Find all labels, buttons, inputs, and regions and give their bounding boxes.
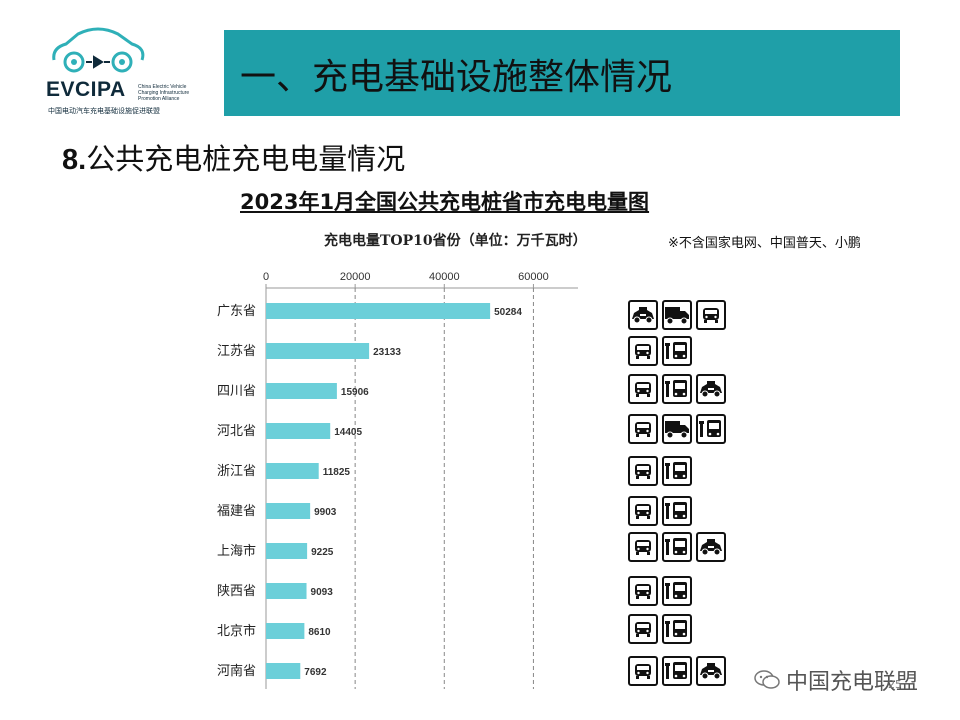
car-icon	[628, 576, 658, 606]
data-label: 14405	[334, 427, 362, 438]
data-label: 11825	[323, 467, 351, 478]
x-tick-label: 40000	[429, 271, 460, 283]
logo-chinese-name: 中国电动汽车充电基础设施促进联盟	[48, 107, 160, 115]
category-label: 北京市	[217, 623, 256, 639]
icon-row	[628, 532, 726, 562]
data-label: 7692	[304, 667, 327, 678]
icon-row	[628, 656, 726, 686]
icon-row	[628, 300, 726, 330]
data-label: 9903	[314, 507, 337, 518]
bar	[266, 663, 301, 679]
bar	[266, 343, 370, 359]
logo-car-icon	[52, 27, 145, 73]
data-label: 15906	[341, 387, 369, 398]
truck-icon	[662, 300, 692, 330]
data-label: 50284	[494, 307, 522, 318]
car-icon	[628, 374, 658, 404]
bar	[266, 303, 491, 319]
taxi-icon	[628, 300, 658, 330]
car-icon	[628, 336, 658, 366]
car-icon	[628, 456, 658, 486]
bar	[266, 383, 337, 399]
bar	[266, 583, 307, 599]
car-icon	[628, 496, 658, 526]
bus-icon	[662, 456, 692, 486]
bus-icon	[662, 614, 692, 644]
data-label: 8610	[308, 627, 331, 638]
logo-wordmark: EVCIPA	[46, 78, 126, 101]
bar	[266, 503, 311, 519]
taxi-icon	[696, 532, 726, 562]
category-label: 四川省	[217, 384, 256, 399]
x-tick-label: 20000	[340, 271, 371, 283]
x-tick-label: 0	[263, 271, 269, 283]
chart-title: 2023年1月全国公共充电桩省市充电电量图	[240, 190, 650, 214]
truck-icon	[662, 414, 692, 444]
taxi-icon	[696, 374, 726, 404]
bus-icon	[696, 414, 726, 444]
category-label: 江苏省	[217, 343, 256, 359]
icon-row	[628, 336, 692, 366]
icon-row	[628, 374, 726, 404]
category-label: 浙江省	[217, 464, 256, 479]
x-tick-label: 60000	[518, 271, 549, 283]
logo-english-name: China Electric Vehicle Charging Infrastr…	[138, 84, 190, 102]
bus-icon	[662, 576, 692, 606]
data-label: 9225	[311, 547, 334, 558]
page-number: 25	[888, 678, 902, 691]
bar	[266, 623, 305, 639]
bar-chart: 0 20000 40000 60000 广东省 50284 江苏省 23133 四川省 15906…	[217, 271, 578, 689]
category-label: 陕西省	[217, 584, 256, 599]
section-heading: 8.公共充电桩充电电量情况	[62, 136, 405, 178]
car-icon	[628, 656, 658, 686]
evcipa-logo: EVCIPA China Electric Vehicle Charging I…	[40, 26, 200, 122]
bar	[266, 543, 308, 559]
car-icon	[628, 614, 658, 644]
title-banner: 一、充电基础设施整体情况	[224, 30, 900, 116]
car-icon	[696, 300, 726, 330]
watermark-text: 中国充电联盟	[786, 670, 919, 695]
data-label: 23133	[373, 347, 401, 358]
bus-icon	[662, 336, 692, 366]
icon-row	[628, 576, 692, 606]
category-label: 河北省	[217, 424, 256, 439]
icon-row	[628, 456, 692, 486]
category-label: 广东省	[217, 304, 256, 319]
icon-row	[628, 414, 726, 444]
bus-icon	[662, 656, 692, 686]
watermark: 中国充电联盟	[754, 664, 918, 696]
wechat-icon	[754, 670, 780, 689]
bar	[266, 423, 331, 439]
car-icon	[628, 414, 658, 444]
data-label: 9093	[311, 587, 334, 598]
taxi-icon	[696, 656, 726, 686]
page-title: 一、充电基础设施整体情况	[240, 57, 673, 98]
chart-note: ※不含国家电网、中国普天、小鹏	[668, 236, 861, 251]
icon-row	[628, 496, 692, 526]
bus-icon	[662, 374, 692, 404]
section-text: 公共充电桩充电电量情况	[86, 142, 406, 176]
section-number: 8.	[62, 144, 87, 176]
category-label: 河南省	[217, 663, 256, 679]
bar	[266, 463, 319, 479]
car-icon	[628, 532, 658, 562]
category-label: 上海市	[217, 543, 256, 559]
category-label: 福建省	[217, 504, 256, 519]
bus-icon	[662, 532, 692, 562]
chart-subtitle: 充电电量TOP10省份（单位：万千瓦时）	[324, 233, 587, 249]
icon-row	[628, 614, 692, 644]
bus-icon	[662, 496, 692, 526]
